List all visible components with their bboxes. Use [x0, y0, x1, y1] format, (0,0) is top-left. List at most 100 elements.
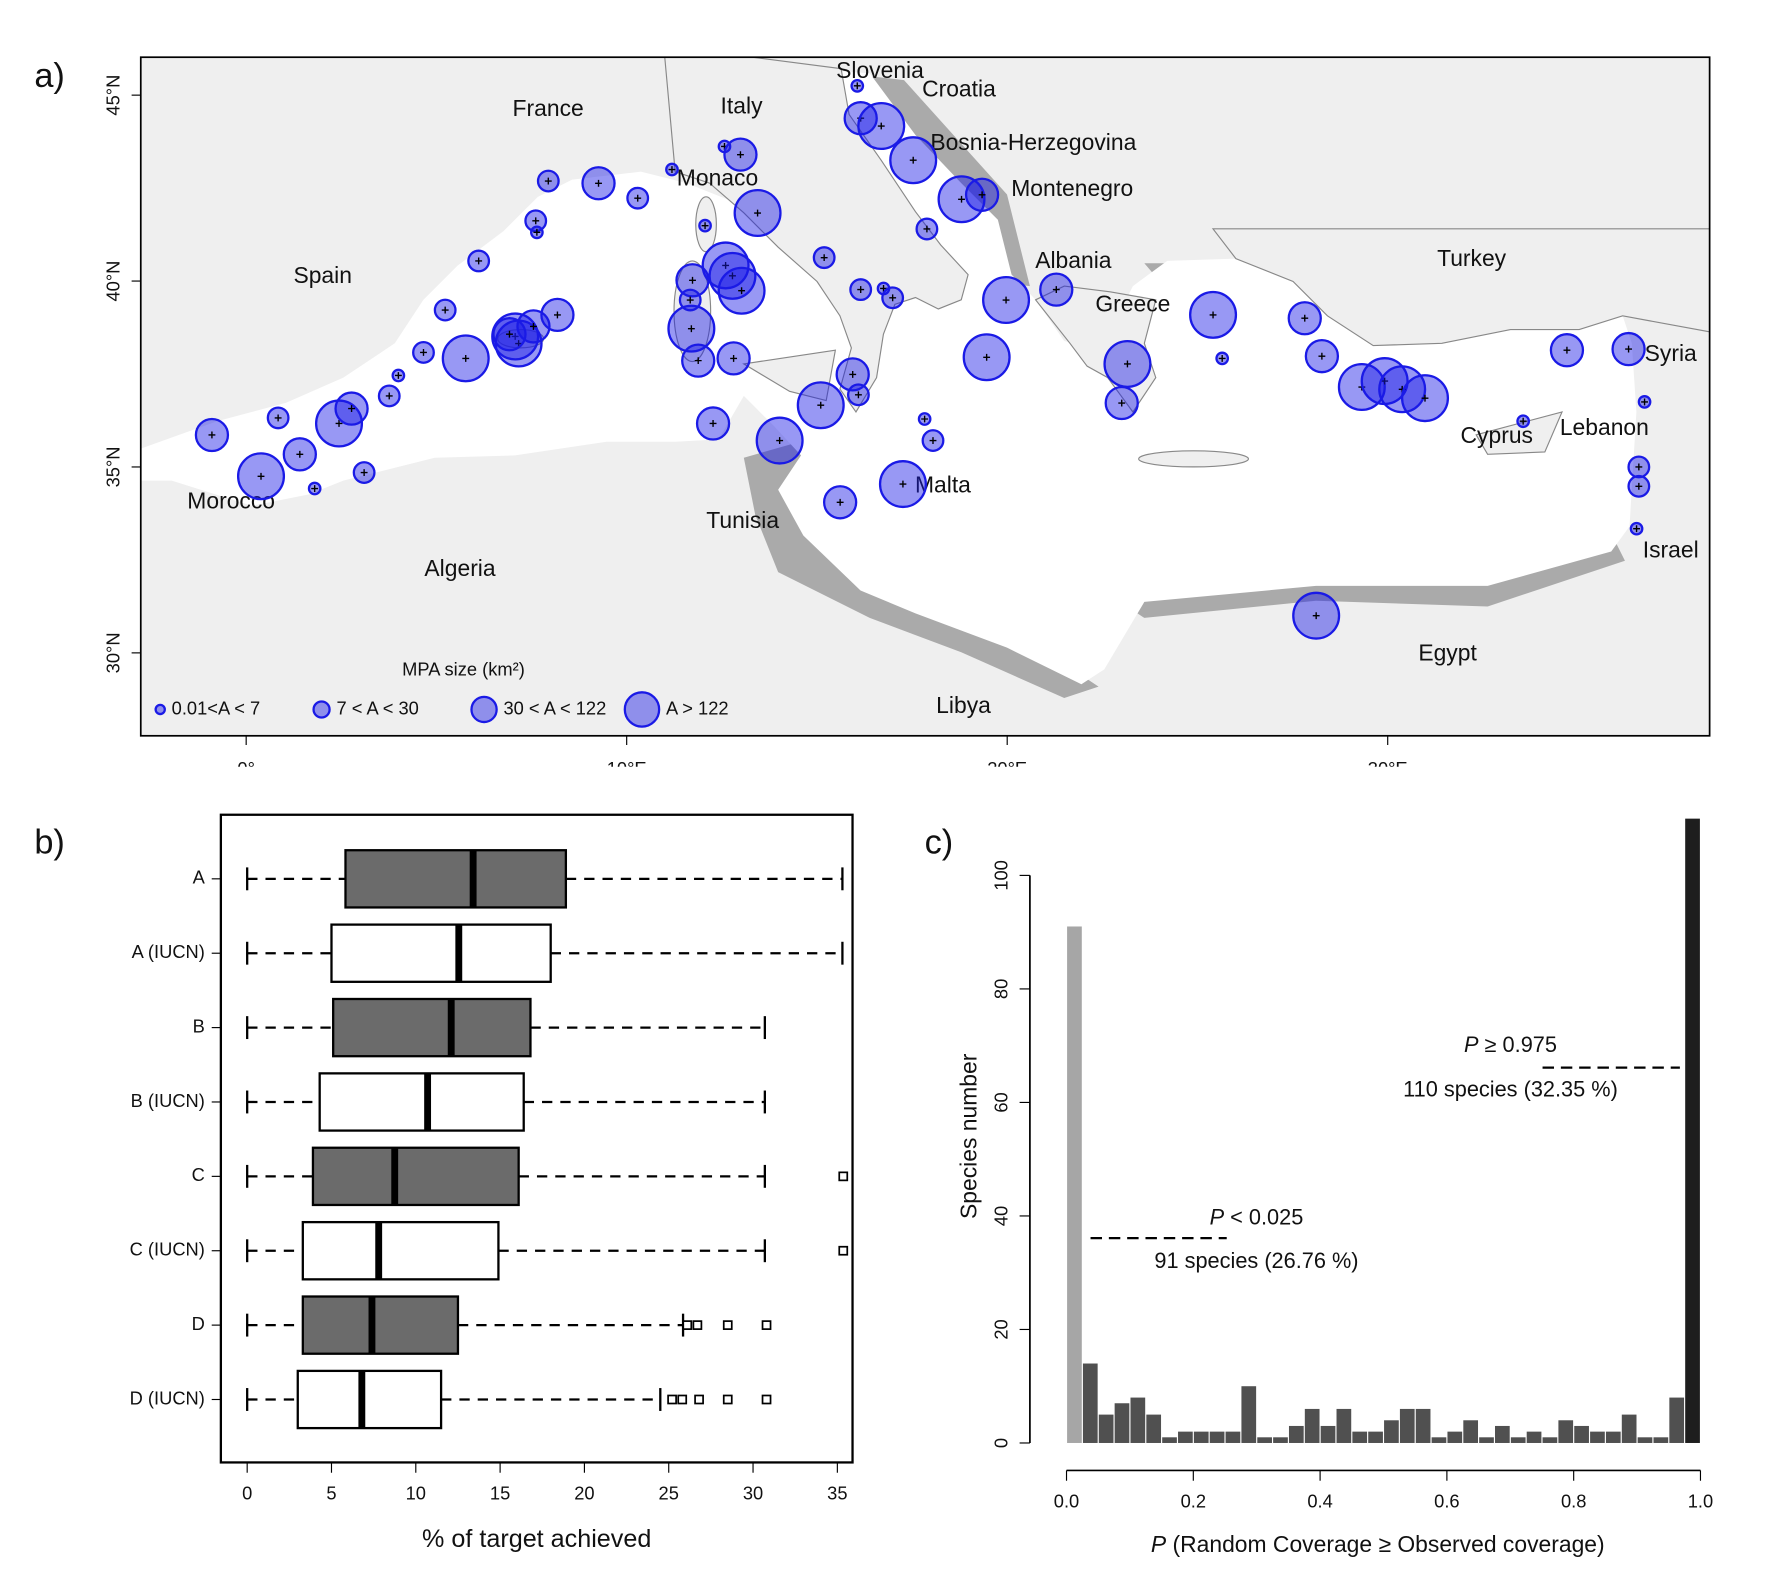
box: [301, 1295, 460, 1355]
mpa-centre: [730, 354, 738, 362]
country-label: Montenegro: [1011, 175, 1133, 201]
outlier: [694, 1394, 704, 1405]
x-tick-label: 0°: [237, 758, 255, 779]
mpa-centre: [360, 469, 368, 476]
country-label: Albania: [1035, 247, 1112, 273]
mpa-centre: [335, 420, 343, 427]
mpa-centre: [1421, 394, 1429, 402]
country-label: Morocco: [187, 487, 275, 513]
mpa-centre: [532, 217, 540, 225]
mpa-centre: [836, 498, 844, 506]
y-tick-label: 45°N: [102, 75, 123, 116]
bar: [1146, 1414, 1162, 1443]
legend-symbol: [470, 695, 498, 724]
mpa-centre: [729, 272, 736, 280]
box: [301, 1220, 500, 1281]
country-label: Greece: [1095, 291, 1170, 317]
mpa-centre: [1118, 399, 1126, 407]
mpa-centre: [889, 294, 897, 302]
mpa-centre: [689, 276, 696, 284]
bar: [1273, 1437, 1288, 1443]
country-label: Italy: [721, 93, 764, 119]
mpa-centre: [441, 306, 449, 314]
x-tick-label: 1.0: [1688, 1490, 1713, 1511]
mpa-centre: [506, 330, 513, 338]
mpa-centre: [348, 405, 356, 413]
outlier: [761, 1320, 772, 1330]
bar: [1320, 1425, 1336, 1443]
mpa-centre: [257, 472, 265, 480]
bar: [1510, 1437, 1526, 1443]
bar: [1685, 818, 1700, 1443]
bar: [1415, 1408, 1431, 1443]
bar: [1384, 1420, 1399, 1443]
annotation: P ≥ 0.975: [1464, 1032, 1557, 1057]
legend-label: A > 122: [666, 697, 729, 718]
outlier: [722, 1394, 733, 1405]
legend-symbol: [312, 700, 331, 719]
mpa-centre: [1625, 345, 1633, 353]
mpa-centre: [857, 286, 865, 294]
x-tick-label: 10°E: [607, 758, 647, 779]
country-label: Croatia: [922, 75, 996, 101]
x-tick-label: 30: [743, 1482, 763, 1503]
y-tick-label: 20: [990, 1319, 1011, 1339]
mpa-centre: [385, 392, 393, 400]
box: [296, 1369, 443, 1430]
mpa-centre: [853, 82, 861, 90]
bar: [1463, 1420, 1479, 1443]
box-frame: [219, 813, 854, 1464]
mpa-centre: [553, 311, 561, 319]
x-tick-label: 0.8: [1561, 1490, 1586, 1511]
mpa-centre: [877, 122, 885, 130]
mpa-centre: [854, 391, 862, 399]
sicily: [742, 349, 837, 402]
box: [318, 1072, 525, 1132]
mpa-centre: [544, 177, 552, 185]
country-label: Spain: [293, 262, 352, 288]
mpa-centre: [687, 325, 695, 333]
sea: [140, 70, 1637, 685]
map-frame: [139, 56, 1711, 737]
country-label: Algeria: [424, 555, 495, 581]
lon-ticks: 0° 10°E 20°E 30°E: [237, 735, 1408, 779]
mpa-centre: [634, 194, 642, 202]
mpa-centre: [923, 225, 931, 233]
x-axis-title: % of target achieved: [422, 1525, 651, 1553]
mpa-centre: [737, 151, 744, 159]
x-tick-label: 15: [490, 1482, 510, 1503]
y-tick-label: D: [192, 1313, 205, 1334]
mpa-centre: [817, 401, 825, 409]
y-tick-label: 100: [990, 860, 1011, 891]
country-label: Tunisia: [706, 507, 779, 533]
x-tick-label: 25: [659, 1482, 679, 1503]
mpa-centre: [983, 353, 991, 361]
mpa-centre: [738, 287, 746, 295]
bar: [1653, 1437, 1669, 1443]
x-tick-label: 0.4: [1307, 1490, 1332, 1511]
bar: [1082, 1363, 1098, 1443]
bar: [1605, 1431, 1621, 1443]
bar: [1162, 1437, 1177, 1443]
mpa-centre: [958, 195, 965, 203]
bar: [1637, 1437, 1653, 1443]
bar: [1574, 1425, 1589, 1443]
bar: [1526, 1431, 1542, 1443]
y-tick-label: 40: [990, 1206, 1011, 1226]
bar: [1431, 1437, 1447, 1443]
annotation-symbol: P: [1210, 1204, 1225, 1229]
mpa-centre: [1002, 296, 1010, 304]
box: [344, 849, 568, 909]
mpa-centre: [1312, 612, 1320, 620]
y-axis-title: Species number: [955, 1053, 981, 1219]
legend-title: MPA size (km²): [402, 658, 525, 679]
mpa-centre: [899, 480, 907, 488]
mpa-centre: [909, 156, 917, 164]
outlier: [722, 1320, 733, 1330]
x-tick-label: 30°E: [1368, 758, 1408, 779]
bar: [1178, 1431, 1193, 1443]
bar: [1447, 1431, 1463, 1443]
bar: [1399, 1408, 1415, 1443]
mpa-centre: [1052, 286, 1060, 294]
y-tick-label: C (IUCN): [130, 1239, 205, 1260]
